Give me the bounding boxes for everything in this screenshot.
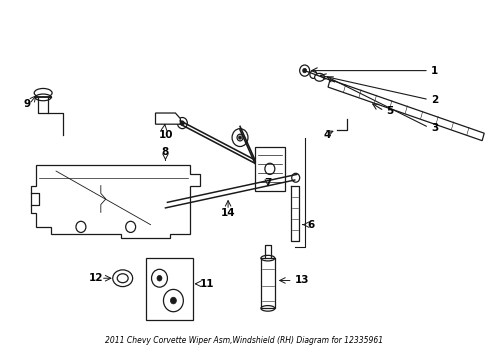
Polygon shape <box>155 113 180 124</box>
Text: 3: 3 <box>430 122 437 132</box>
Circle shape <box>237 134 243 141</box>
Circle shape <box>180 121 184 125</box>
Ellipse shape <box>35 94 51 101</box>
Ellipse shape <box>117 274 128 283</box>
Circle shape <box>309 71 316 78</box>
Circle shape <box>238 136 241 139</box>
Ellipse shape <box>314 73 324 81</box>
Text: 5: 5 <box>386 106 393 116</box>
Text: 12: 12 <box>89 273 103 283</box>
Circle shape <box>302 68 306 73</box>
Polygon shape <box>327 80 483 141</box>
Polygon shape <box>31 166 200 238</box>
Ellipse shape <box>113 270 132 287</box>
Circle shape <box>125 221 135 233</box>
Bar <box>145 258 193 320</box>
Circle shape <box>162 201 170 210</box>
Circle shape <box>157 275 162 281</box>
Text: 6: 6 <box>307 220 314 230</box>
Text: 10: 10 <box>158 130 173 140</box>
Text: 9: 9 <box>23 99 30 109</box>
Text: 4: 4 <box>323 130 330 140</box>
Text: 13: 13 <box>294 275 308 285</box>
Circle shape <box>299 65 309 76</box>
Text: 2: 2 <box>430 95 437 105</box>
Circle shape <box>76 221 86 233</box>
Text: 1: 1 <box>430 66 437 76</box>
Circle shape <box>264 163 274 174</box>
Ellipse shape <box>261 255 274 261</box>
Text: 14: 14 <box>220 208 235 218</box>
Circle shape <box>151 269 167 287</box>
Circle shape <box>232 129 247 147</box>
Circle shape <box>163 289 183 312</box>
Text: 2011 Chevy Corvette Wiper Asm,Windshield (RH) Diagram for 12335961: 2011 Chevy Corvette Wiper Asm,Windshield… <box>105 336 382 345</box>
Ellipse shape <box>34 89 52 98</box>
Text: 8: 8 <box>162 148 169 157</box>
Text: 7: 7 <box>264 177 271 188</box>
Text: 11: 11 <box>200 279 214 289</box>
Circle shape <box>177 117 187 129</box>
Polygon shape <box>254 147 284 191</box>
Circle shape <box>170 297 176 304</box>
Circle shape <box>291 173 299 182</box>
Ellipse shape <box>261 306 274 311</box>
